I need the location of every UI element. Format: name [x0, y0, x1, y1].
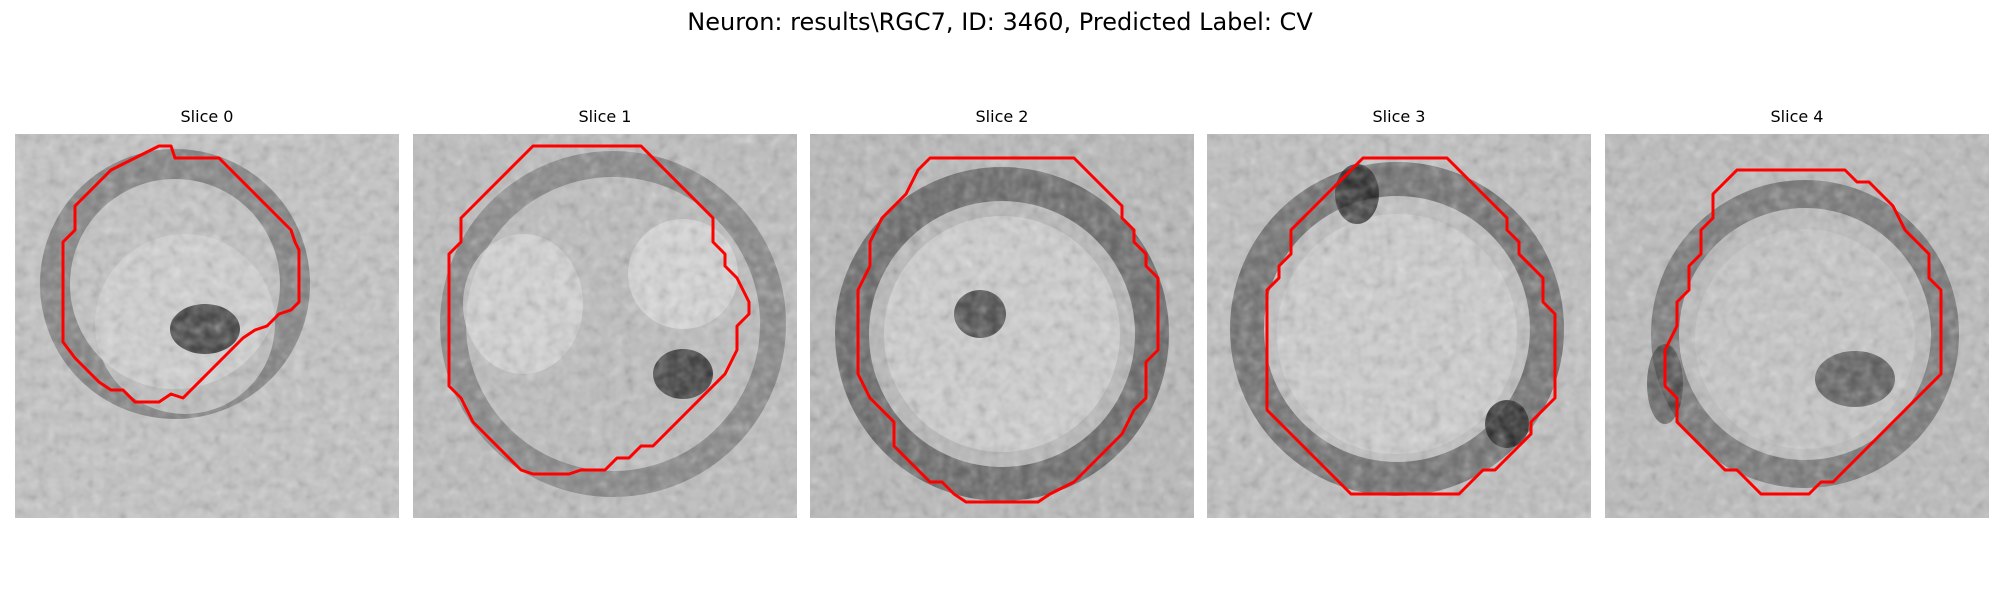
- segmentation-contour: [447, 144, 751, 476]
- slice-title: Slice 4: [1770, 107, 1824, 126]
- noise-texture: [1605, 134, 1989, 518]
- noise-texture: [1207, 134, 1591, 518]
- slice-title: Slice 0: [180, 107, 234, 126]
- noise-texture: [810, 134, 1194, 518]
- slice-title: Slice 1: [578, 107, 632, 126]
- slice-image: [810, 134, 1194, 518]
- noise-texture: [15, 134, 399, 518]
- segmentation-contour: [856, 156, 1160, 504]
- noise-texture: [413, 134, 797, 518]
- segmentation-contour: [61, 144, 301, 404]
- slice-image: [15, 134, 399, 518]
- slice-title: Slice 2: [975, 107, 1029, 126]
- slice-image: [1605, 134, 1989, 518]
- segmentation-contour: [1663, 168, 1943, 496]
- slice-title: Slice 3: [1372, 107, 1426, 126]
- slice-image: [1207, 134, 1591, 518]
- figure-title: Neuron: results\RGC7, ID: 3460, Predicte…: [687, 8, 1313, 36]
- segmentation-contour: [1265, 156, 1557, 496]
- slice-image: [413, 134, 797, 518]
